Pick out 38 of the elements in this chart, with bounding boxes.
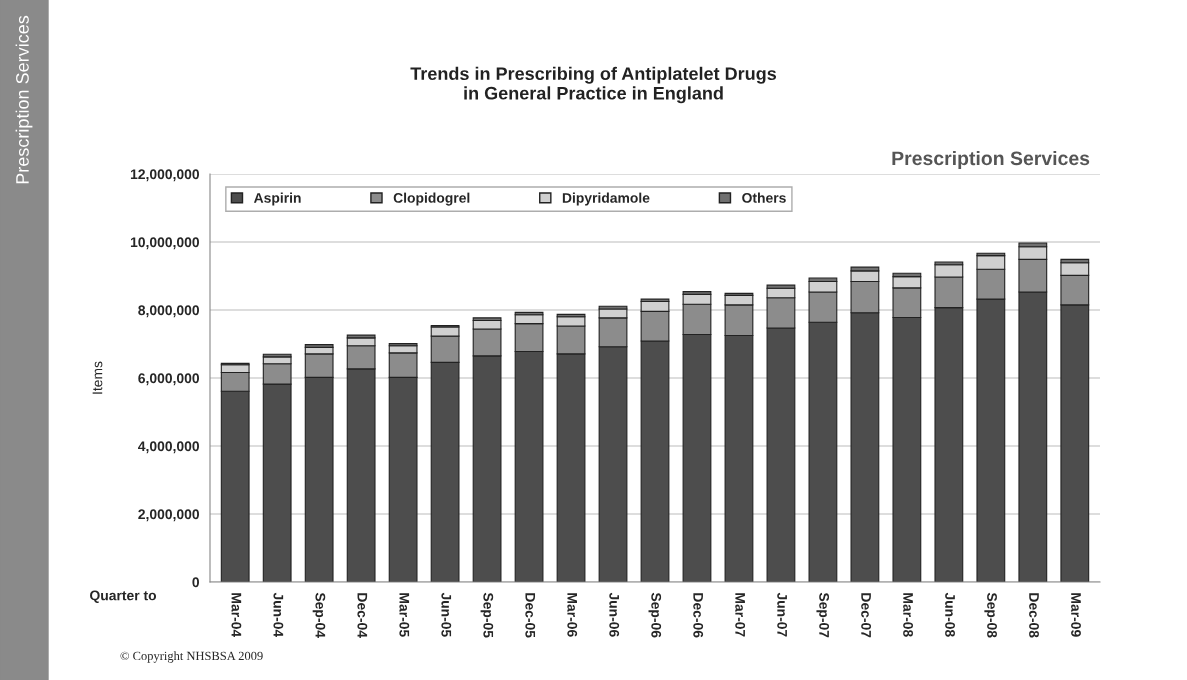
y-tick-label: 4,000,000 xyxy=(138,441,200,454)
x-tick-label: Dec-08 xyxy=(1029,593,1039,638)
x-tick-label: Jun-07 xyxy=(777,592,788,637)
x-tick-label: Sep-08 xyxy=(984,592,997,638)
y-axis-title: Items xyxy=(92,361,103,394)
x-tick-label: Mar-06 xyxy=(567,593,578,637)
x-tick-label: Dec-04 xyxy=(357,593,368,638)
y-tick-label: 0 xyxy=(192,577,200,588)
text: © Copyright NHSBSA 2009 xyxy=(120,651,263,663)
chart-title: Trends in Prescribing of Antiplatelet Drugs in General Practice in England xyxy=(410,66,777,104)
y-tick-label: 8,000,000 xyxy=(138,305,200,318)
x-tick-label: Sep-04 xyxy=(312,592,326,638)
x-axis-title: Quarter to xyxy=(90,590,157,603)
x-tick-label: Mar-08 xyxy=(903,593,913,637)
x-tick-label: Sep-07 xyxy=(816,592,830,638)
x-tick-label: Jun-08 xyxy=(945,592,955,637)
text: Prescription Services xyxy=(15,15,33,184)
x-tick-label: Sep-06 xyxy=(648,592,662,638)
x-tick-label: Jun-05 xyxy=(441,592,452,637)
x-tick-label: Mar-04 xyxy=(231,593,242,638)
x-tick-label: Dec-06 xyxy=(693,593,704,638)
x-tick-label: Dec-07 xyxy=(861,593,872,638)
legend-label: Others xyxy=(742,192,786,203)
y-tick-label: 10,000,000 xyxy=(130,237,200,250)
x-tick-label: Jun-04 xyxy=(273,592,284,638)
x-tick-label: Sep-05 xyxy=(480,592,494,638)
legend-label: Clopidogrel xyxy=(393,192,470,206)
text: Prescription Services xyxy=(892,150,1090,170)
x-tick-label: Mar-05 xyxy=(399,593,410,637)
x-tick-label: Jun-06 xyxy=(609,592,620,637)
x-tick-label: Mar-09 xyxy=(1071,593,1081,637)
y-tick-label: 6,000,000 xyxy=(138,373,200,386)
legend-label: Aspirin xyxy=(253,192,301,206)
y-tick-label: 2,000,000 xyxy=(138,509,200,522)
x-tick-label: Dec-05 xyxy=(525,593,536,638)
legend-label: Dipyridamole xyxy=(562,192,650,206)
y-tick-label: 12,000,000 xyxy=(130,169,200,182)
x-tick-label: Mar-07 xyxy=(735,593,746,637)
